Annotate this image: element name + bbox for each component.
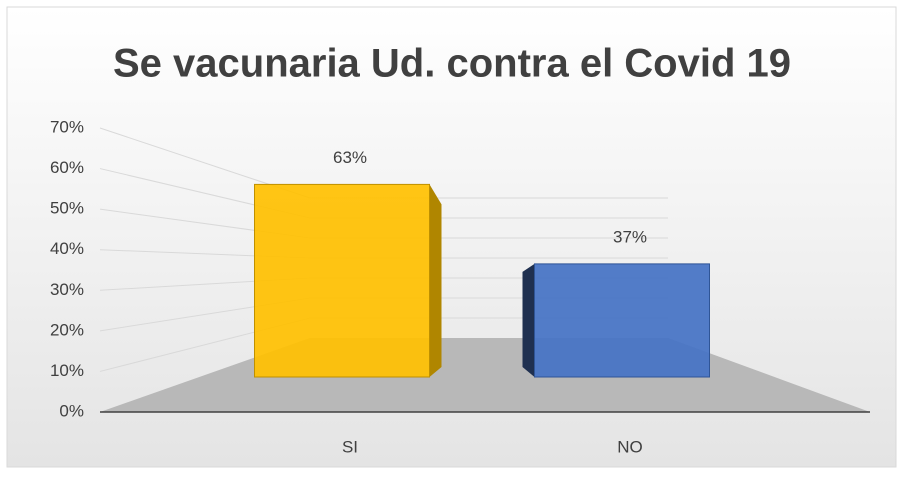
y-tick-label: 30% xyxy=(50,280,84,299)
y-tick-label: 60% xyxy=(50,158,84,177)
bar xyxy=(534,263,710,378)
value-label: 63% xyxy=(333,148,367,167)
chart-title: Se vacunaria Ud. contra el Covid 19 xyxy=(113,42,791,86)
y-tick-label: 20% xyxy=(50,320,84,339)
bar-side xyxy=(429,184,442,377)
x-tick-label: SI xyxy=(342,437,358,456)
y-tick-label: 50% xyxy=(50,199,84,218)
bar-side xyxy=(522,263,535,377)
bar xyxy=(254,183,430,378)
y-tick-label: 40% xyxy=(50,239,84,258)
value-label: 37% xyxy=(613,227,647,246)
y-tick-label: 70% xyxy=(50,117,84,136)
x-tick-label: NO xyxy=(617,437,643,456)
y-tick-label: 10% xyxy=(50,361,84,380)
y-tick-label: 0% xyxy=(59,401,84,420)
